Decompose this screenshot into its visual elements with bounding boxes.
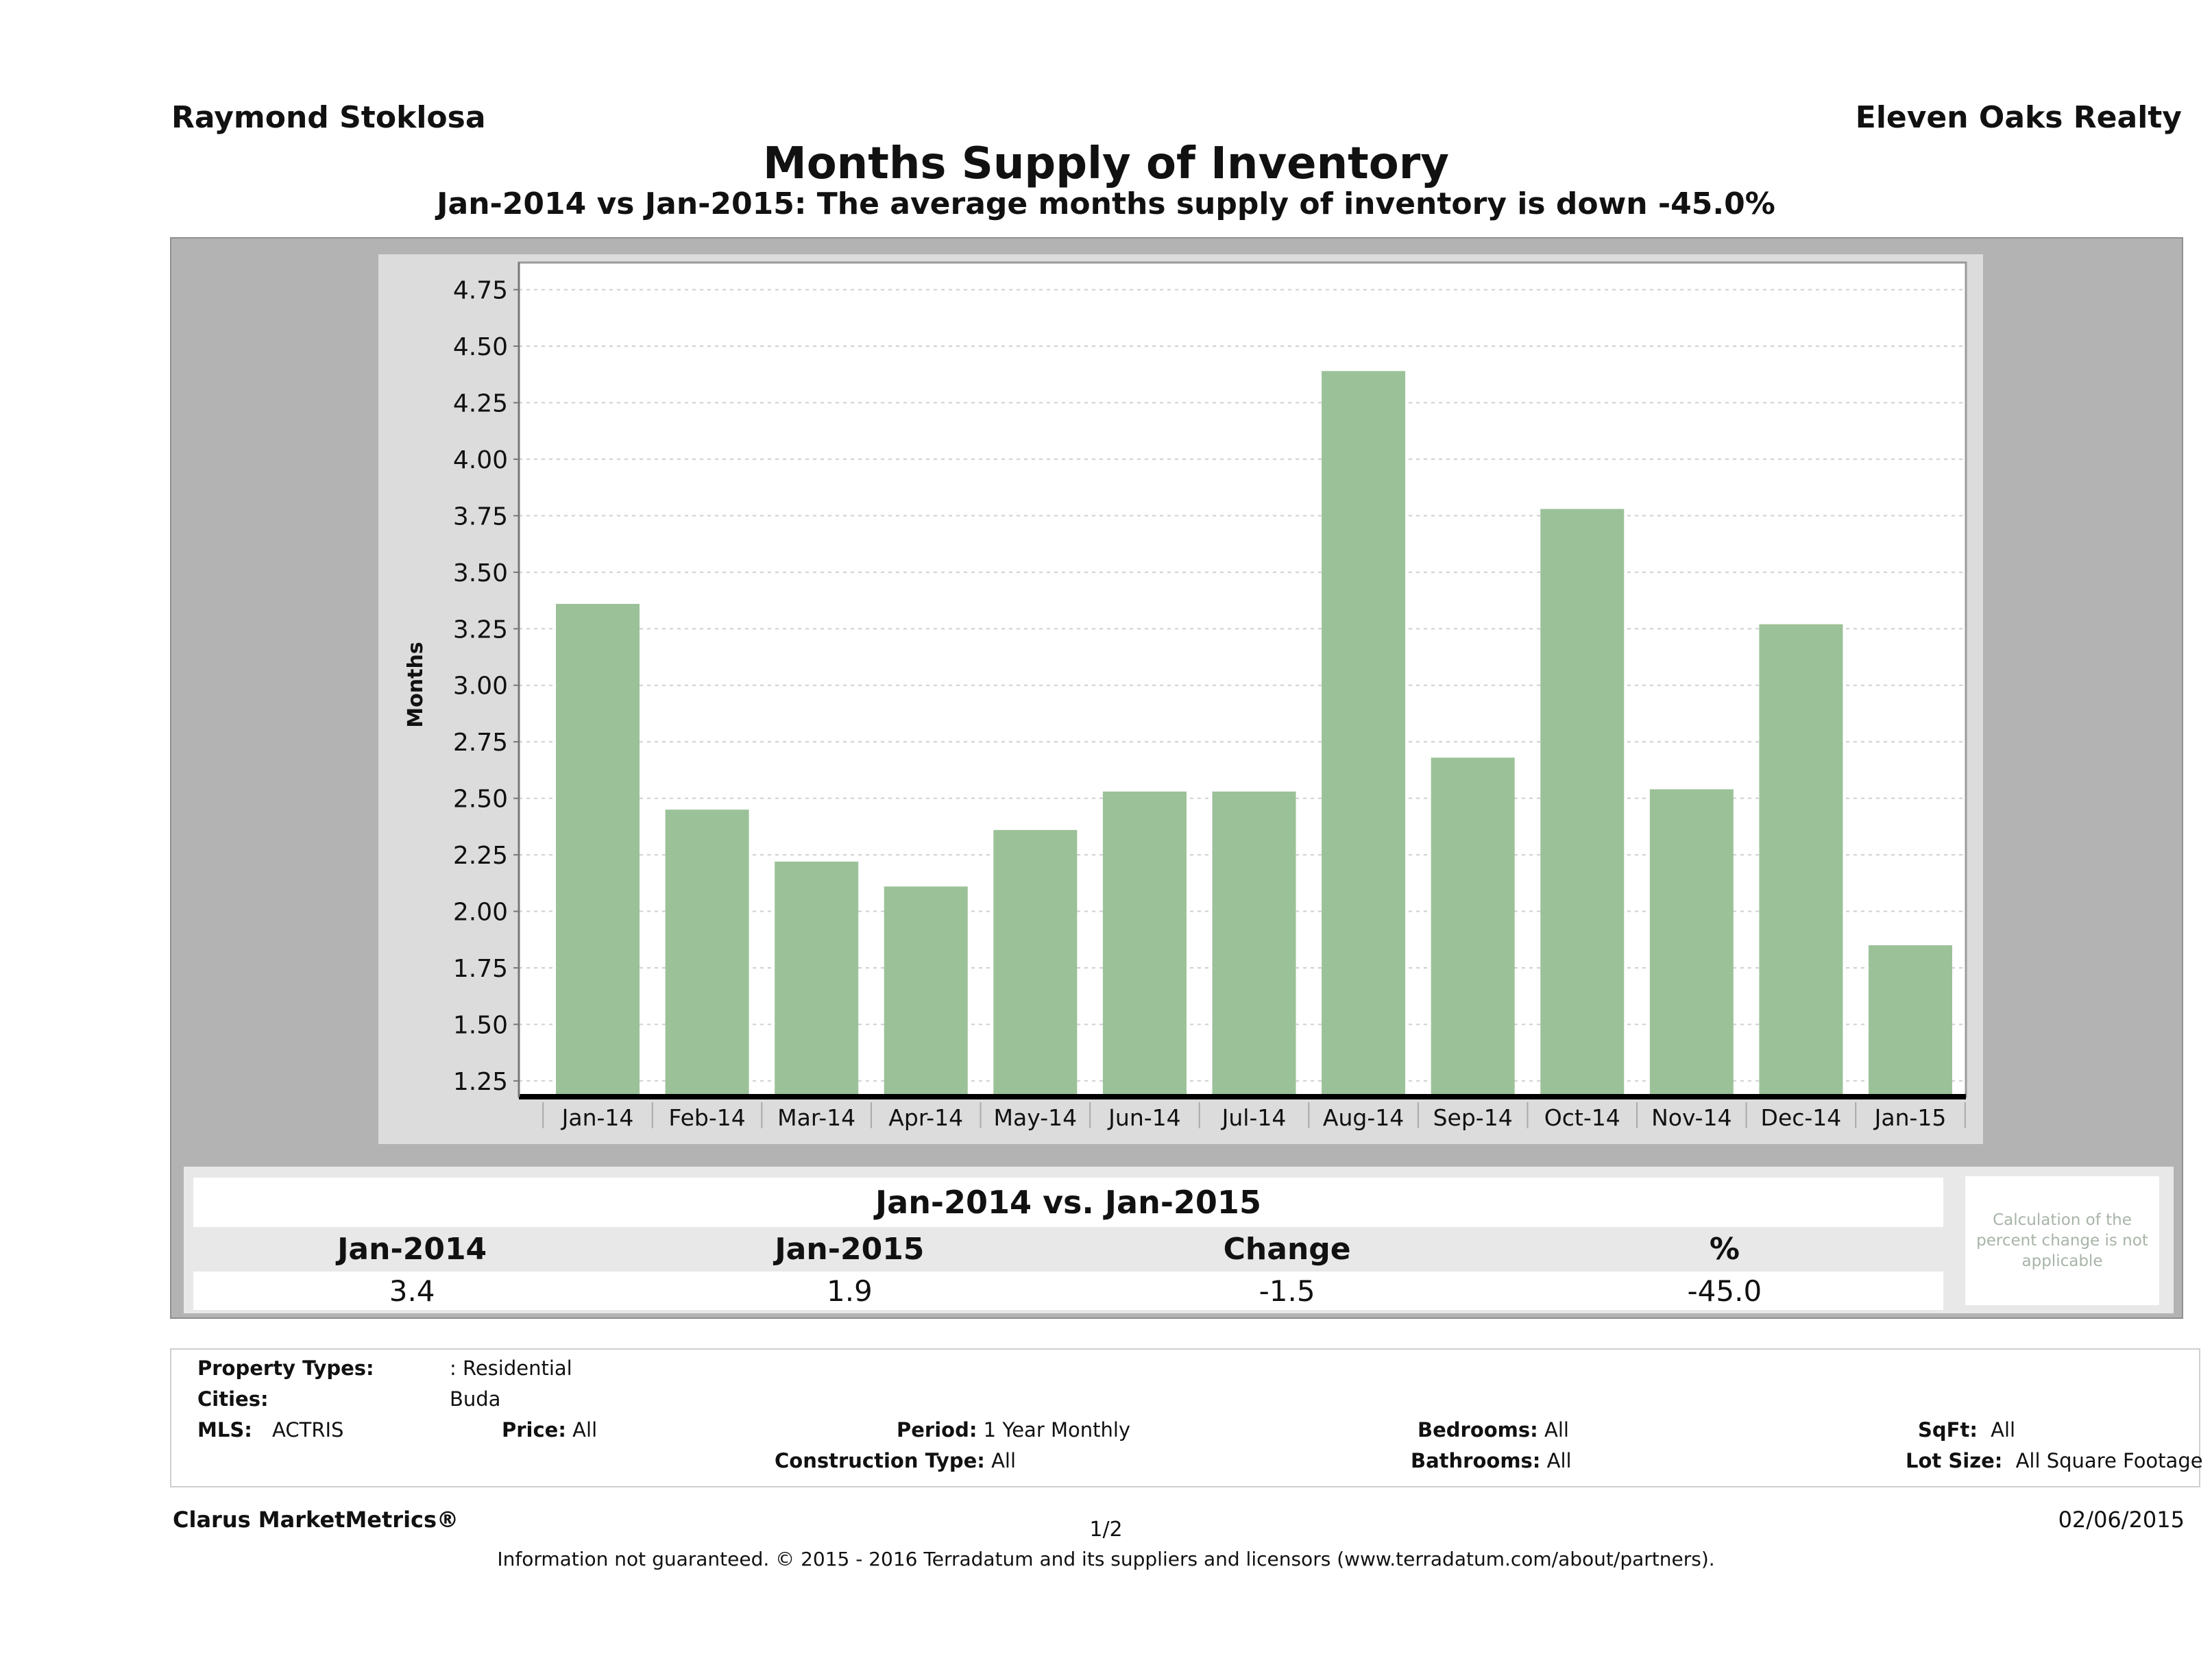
bar-jun-14 bbox=[1102, 791, 1187, 1097]
bar-sep-14 bbox=[1431, 757, 1515, 1097]
report-date: 02/06/2015 bbox=[2058, 1507, 2185, 1533]
filter-mls: MLS: ACTRIS bbox=[197, 1418, 343, 1442]
filter-period: Period: 1 Year Monthly bbox=[897, 1418, 1130, 1442]
filter-property-types-value: : Residential bbox=[450, 1357, 572, 1380]
x-tick-label: Apr-14 bbox=[888, 1104, 963, 1131]
summary-value-jan-2014: 3.4 bbox=[389, 1274, 435, 1308]
filter-label: SqFt: bbox=[1918, 1418, 1978, 1442]
x-tick-label: Jul-14 bbox=[1221, 1104, 1287, 1131]
x-tick-label: Jun-14 bbox=[1107, 1104, 1180, 1131]
filter-construction-type: Construction Type: All bbox=[775, 1449, 1016, 1472]
bar-dec-14 bbox=[1759, 624, 1843, 1097]
y-tick-label: 2.50 bbox=[453, 786, 508, 814]
bars bbox=[556, 371, 1952, 1097]
x-tick-label: Nov-14 bbox=[1651, 1104, 1731, 1131]
filter-label: Period: bbox=[897, 1418, 977, 1442]
y-tick-label: 1.50 bbox=[453, 1011, 508, 1039]
filter-value: All Square Footage bbox=[2015, 1449, 2203, 1472]
report-criteria: Property Types: : Residential Cities: Bu… bbox=[170, 1348, 2203, 1487]
bar-nov-14 bbox=[1649, 789, 1734, 1097]
y-tick-label: 4.75 bbox=[453, 277, 508, 305]
y-tick-label: 3.50 bbox=[453, 559, 508, 587]
filter-property-types: Property Types: bbox=[197, 1357, 374, 1380]
bar-feb-14 bbox=[665, 810, 749, 1097]
y-tick-label: 4.50 bbox=[453, 333, 508, 361]
y-axis-ticks: 1.25 1.50 1.75 2.00 2.25 2.50 2.75 3.00 3.25 3.50… bbox=[453, 277, 519, 1096]
x-tick-label: Oct-14 bbox=[1544, 1104, 1620, 1131]
summary-heading: Jan-2014 vs. Jan-2015 bbox=[193, 1178, 1943, 1227]
company-name: Eleven Oaks Realty bbox=[1855, 100, 2182, 135]
summary-col-jan-2014: Jan-2014 bbox=[337, 1232, 487, 1267]
bar-aug-14 bbox=[1322, 371, 1406, 1097]
y-tick-label: 4.00 bbox=[453, 446, 508, 474]
filter-sqft: SqFt: All bbox=[1918, 1418, 2015, 1442]
page-subtitle: Jan-2014 vs Jan-2015: The average months… bbox=[437, 186, 1775, 221]
y-axis-label: Months bbox=[404, 642, 428, 727]
bar-jan-15 bbox=[1869, 945, 1952, 1097]
x-tick-label: Jan-15 bbox=[1873, 1104, 1947, 1131]
summary-header-row: Jan-2014 Jan-2015 Change % bbox=[193, 1227, 1943, 1272]
y-tick-label: 4.25 bbox=[453, 389, 508, 417]
bar-may-14 bbox=[993, 829, 1078, 1097]
y-tick-label: 3.25 bbox=[453, 616, 508, 644]
filter-value: ACTRIS bbox=[272, 1418, 344, 1442]
disclaimer: Information not guaranteed. © 2015 - 201… bbox=[497, 1548, 1715, 1570]
filter-bedrooms: Bedrooms: All bbox=[1418, 1418, 1569, 1442]
bar-chart: 1.25 1.50 1.75 2.00 2.25 2.50 2.75 3.00 3.25 3.50… bbox=[404, 261, 1967, 1131]
y-tick-label: 2.00 bbox=[453, 899, 508, 927]
y-tick-label: 1.75 bbox=[453, 955, 508, 983]
x-tick-label: Mar-14 bbox=[777, 1104, 855, 1131]
bar-oct-14 bbox=[1540, 509, 1625, 1097]
filter-label: Construction Type: bbox=[775, 1449, 985, 1472]
y-tick-label: 3.75 bbox=[453, 502, 508, 531]
filter-value: All bbox=[572, 1418, 598, 1442]
filter-cities: Cities: bbox=[197, 1387, 269, 1411]
filter-value: 1 Year Monthly bbox=[983, 1418, 1131, 1442]
x-tick-label: Sep-14 bbox=[1433, 1104, 1513, 1131]
filter-label: Bedrooms: bbox=[1418, 1418, 1538, 1442]
filter-label: Property Types: bbox=[197, 1357, 374, 1380]
summary-col-percent: % bbox=[1709, 1232, 1740, 1267]
summary-col-change: Change bbox=[1223, 1232, 1351, 1267]
summary-col-jan-2015: Jan-2015 bbox=[775, 1232, 925, 1267]
filter-label: Bathrooms: bbox=[1411, 1449, 1541, 1472]
y-tick-label: 2.75 bbox=[453, 729, 508, 757]
x-tick-label: Aug-14 bbox=[1323, 1104, 1404, 1131]
y-tick-label: 1.25 bbox=[453, 1068, 508, 1096]
filter-value: All bbox=[991, 1449, 1017, 1472]
page-number: 1/2 bbox=[1089, 1518, 1123, 1542]
x-tick-label: Jan-14 bbox=[561, 1104, 634, 1131]
summary-value-jan-2015: 1.9 bbox=[826, 1274, 873, 1308]
x-tick-label: May-14 bbox=[994, 1104, 1078, 1131]
agent-name: Raymond Stoklosa bbox=[171, 100, 486, 135]
page-title: Months Supply of Inventory bbox=[763, 138, 1449, 189]
x-axis-ticks: Jan-14 Feb-14 Mar-14 Apr-14 May-14 Jun-14 Jul-… bbox=[542, 1102, 1966, 1131]
brand-footer: Clarus MarketMetrics® bbox=[173, 1507, 459, 1533]
summary-value-percent: -45.0 bbox=[1687, 1274, 1762, 1308]
bar-jan-14 bbox=[556, 604, 640, 1097]
x-tick-label: Feb-14 bbox=[668, 1104, 745, 1131]
summary-value-change: -1.5 bbox=[1259, 1274, 1315, 1308]
filter-value: All bbox=[1544, 1418, 1569, 1442]
y-tick-label: 2.25 bbox=[453, 842, 508, 870]
filter-label: Lot Size: bbox=[1906, 1449, 2003, 1472]
filter-bathrooms: Bathrooms: All bbox=[1411, 1449, 1572, 1472]
summary-value-row: 3.4 1.9 -1.5 -45.0 bbox=[193, 1272, 1943, 1310]
bar-jul-14 bbox=[1212, 791, 1296, 1097]
x-tick-label: Dec-14 bbox=[1761, 1104, 1842, 1131]
filter-value: All bbox=[1546, 1449, 1572, 1472]
filter-cities-value: Buda bbox=[450, 1387, 501, 1411]
bar-apr-14 bbox=[884, 886, 968, 1097]
filter-price: Price: All bbox=[502, 1418, 597, 1442]
percent-change-note: Calculation of the percent change is not… bbox=[1965, 1176, 2159, 1305]
bar-mar-14 bbox=[775, 861, 859, 1097]
filter-lot-size: Lot Size: All Square Footage bbox=[1906, 1449, 2203, 1472]
filter-label: MLS: bbox=[197, 1418, 252, 1442]
filter-value: All bbox=[1991, 1418, 2016, 1442]
y-tick-label: 3.00 bbox=[453, 672, 508, 701]
filter-label: Price: bbox=[502, 1418, 566, 1442]
filter-label: Cities: bbox=[197, 1387, 269, 1411]
